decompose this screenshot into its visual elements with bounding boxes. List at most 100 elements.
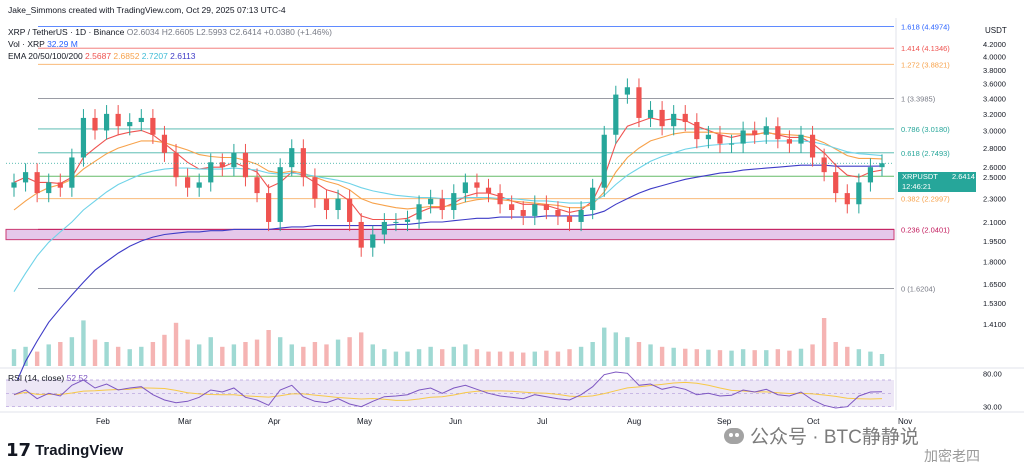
tradingview-logo[interactable]: 𝟭𝟳 TradingView (6, 440, 123, 461)
candle-body (103, 113, 110, 131)
candle-body (520, 210, 526, 216)
candle-body (358, 221, 364, 248)
volume-bar (451, 346, 456, 366)
candle-body (474, 182, 480, 188)
fib-label: 0.236 (2.0401) (901, 225, 950, 234)
y-tick-label: 2.5000 (983, 173, 1006, 182)
volume-bar (717, 350, 723, 366)
fib-label: 1.618 (4.4974) (901, 23, 950, 32)
volume-bar (683, 348, 688, 366)
candle-body (821, 157, 827, 173)
x-tick-label: Jun (449, 417, 462, 426)
volume-bar (196, 344, 202, 366)
volume-bar (277, 337, 283, 366)
candle-body (740, 130, 746, 144)
candle-body (138, 117, 144, 123)
ema20-line (13, 117, 883, 221)
y-tick-label: 3.6000 (983, 80, 1006, 89)
volume-bar (474, 349, 480, 366)
candle-body (752, 130, 758, 135)
candle-body (601, 134, 607, 188)
volume-bar (544, 350, 549, 366)
y-tick-label: 2.3000 (983, 195, 1006, 204)
candle-body (659, 109, 665, 127)
volume-bar (764, 350, 769, 366)
wechat-icon (724, 427, 744, 444)
x-tick-label: Mar (178, 417, 192, 426)
y-tick-label: 3.0000 (983, 126, 1006, 135)
candle-body (763, 126, 769, 135)
candle-body (46, 182, 52, 194)
candle-body (613, 94, 619, 135)
candle-body (370, 234, 376, 248)
candle-body (347, 198, 353, 222)
candle-body (173, 152, 179, 178)
candle-body (161, 134, 168, 153)
candle-body (150, 117, 156, 135)
ema-label: EMA 20/50/100/200 (8, 51, 83, 61)
fib-label: 1.272 (3.8821) (901, 60, 950, 69)
volume-bar (509, 351, 514, 366)
candle-body (451, 193, 457, 211)
ema-legend[interactable]: EMA 20/50/100/200 2.5687 2.6852 2.7207 2… (8, 51, 196, 61)
candle-body (439, 198, 445, 211)
volume-bar (428, 346, 433, 366)
ema100-value: 2.7207 (141, 51, 168, 61)
volume-bar (729, 350, 734, 366)
tradingview-brand: TradingView (35, 442, 124, 459)
volume-bar (104, 342, 109, 366)
volume-bar (266, 330, 271, 366)
candle-body (728, 143, 735, 145)
volume-bar (590, 342, 595, 366)
ema20-value: 2.5687 (85, 51, 112, 61)
candle-body (786, 139, 793, 144)
volume-bar (127, 349, 132, 366)
candle-body (856, 182, 862, 205)
volume-bar (359, 332, 364, 366)
candle-body (428, 198, 434, 205)
volume-legend[interactable]: Vol · XRP 32.29 M (8, 39, 78, 49)
volume-bar (578, 346, 584, 366)
volume-value: 32.29 M (47, 39, 78, 49)
volume-bar (787, 350, 792, 366)
y-tick-label: 3.2000 (983, 110, 1006, 119)
volume-bar (775, 349, 781, 366)
volume-bar (671, 347, 676, 366)
symbol-name[interactable]: XRP / TetherUS · 1D · Binance (8, 27, 125, 37)
candle-body (462, 182, 468, 194)
volume-bar (497, 351, 503, 366)
candle-body (127, 122, 133, 127)
rsi-legend[interactable]: RSI (14, close) 52.52 (8, 373, 88, 383)
ema200-line (13, 164, 883, 389)
price-tag: XRPUSDT 12:46:21 (898, 172, 976, 192)
volume-bar (185, 339, 190, 366)
ohlc-change: +0.0380 (+1.46%) (263, 27, 332, 37)
ema100-line (13, 140, 883, 292)
candle-body (69, 157, 75, 188)
y-tick-label: 1.8000 (983, 258, 1006, 267)
y-tick-label: 2.8000 (983, 144, 1006, 153)
rsi-label: RSI (14, close) (8, 373, 65, 383)
rsi-tick-label: 80.00 (983, 369, 1002, 378)
candle-body (185, 177, 191, 188)
symbol-legend: XRP / TetherUS · 1D · Binance O2.6034 H2… (8, 27, 332, 37)
fib-label: 0.618 (2.7493) (901, 149, 950, 158)
watermark: 公众号 · BTC静静说 (724, 422, 919, 449)
candle-body (219, 162, 225, 168)
candle-body (381, 221, 387, 235)
support-zone (5, 228, 895, 241)
candle-body (636, 87, 642, 118)
x-tick-label: Oct (807, 417, 820, 426)
volume-bar (220, 346, 225, 366)
ohlc-high: H2.6605 (161, 27, 194, 37)
volume-bar (486, 351, 491, 366)
ohlc-close: C2.6414 (229, 27, 262, 37)
candle-body (323, 198, 330, 211)
volume-bar (324, 344, 329, 366)
candle-body (543, 204, 549, 211)
y-tick-label: 1.6500 (983, 280, 1006, 289)
fib-label: 0.786 (3.0180) (901, 125, 950, 134)
volume-bar (162, 334, 167, 366)
candle-body (497, 193, 503, 205)
